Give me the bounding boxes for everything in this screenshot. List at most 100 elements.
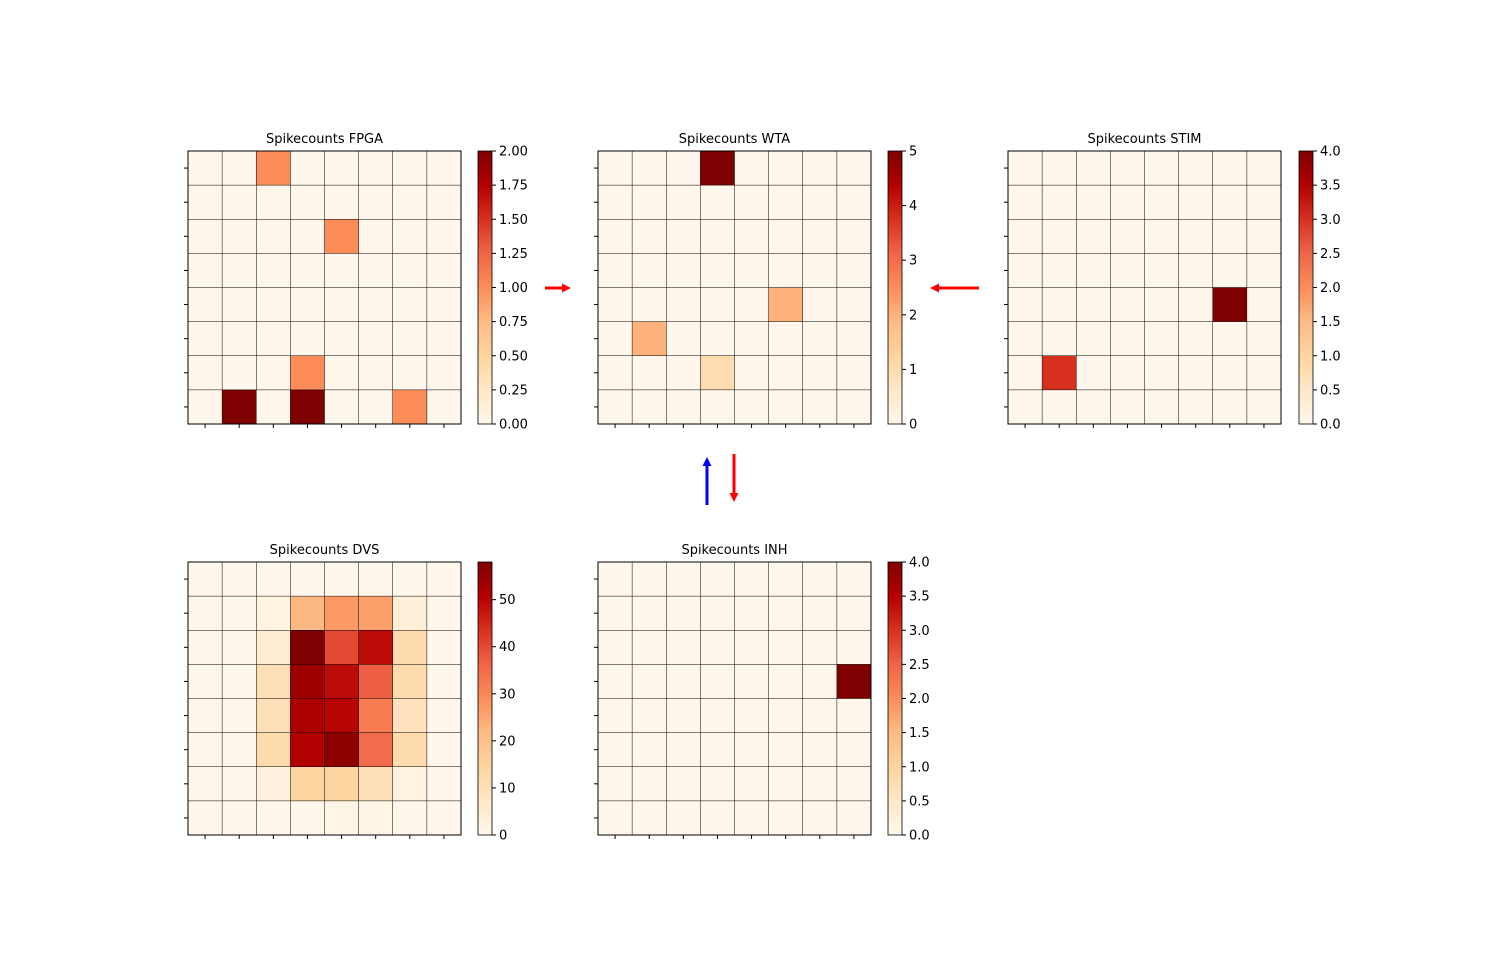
heatmap-cell	[632, 630, 667, 665]
heatmap-cell	[1076, 253, 1111, 288]
heatmap-cell	[256, 389, 291, 425]
colorbar-wta: 0 1 2 3 4 5	[887, 145, 917, 433]
heatmap-cell	[666, 219, 701, 254]
heatmap-cell	[836, 698, 872, 733]
heatmap-cell	[1008, 185, 1043, 220]
heatmap-cell	[358, 151, 394, 186]
heatmap-cell	[1144, 253, 1179, 288]
heatmap-cell	[1144, 219, 1179, 254]
heatmap-cells-dvs	[188, 562, 462, 836]
heatmap-cell	[222, 287, 257, 322]
colorbar-tick-label: 4	[909, 199, 917, 214]
heatmap-cell	[188, 664, 223, 699]
colorbar-stim: 0.0 0.5 1.0 1.5 2.0 2.5 3.0 3.5 4.0	[1298, 145, 1341, 433]
heatmap-cell	[802, 389, 838, 425]
axes-frame-wta	[597, 150, 872, 425]
heatmap-cell	[768, 389, 804, 425]
heatmap-cell	[426, 630, 462, 665]
heatmap-cell	[700, 321, 735, 357]
heatmap-cell	[768, 219, 804, 254]
heatmap-cell	[324, 355, 359, 391]
heatmap-cell	[188, 596, 223, 631]
arrow-wta-to-inh	[729, 454, 739, 502]
heatmap-cell	[802, 219, 838, 254]
heatmap-cell	[836, 664, 872, 699]
heatmap-cell	[768, 732, 804, 768]
heatmap-cell	[256, 562, 291, 597]
heatmap-cell	[426, 355, 462, 391]
heatmap-cell	[358, 355, 394, 391]
colorbar-tick-label: 1.5	[909, 726, 930, 741]
heatmap-cell	[188, 562, 223, 597]
heatmap-cell	[392, 355, 428, 391]
colorbar-tick-label: 1.0	[1320, 349, 1341, 364]
heatmap-cell	[598, 562, 633, 597]
heatmap-cell	[734, 151, 769, 186]
colorbar-tick-label: 2.5	[1320, 247, 1341, 262]
axis-ticks-fpga	[184, 167, 445, 428]
heatmap-cell	[256, 732, 291, 768]
heatmap-cell	[836, 732, 872, 768]
heatmap-cell	[256, 630, 291, 665]
heatmap-cell	[734, 732, 769, 768]
colorbar-tick-label: 3.5	[909, 590, 930, 605]
heatmap-cell	[768, 630, 804, 665]
heatmap-cell	[1042, 321, 1077, 357]
heatmap-cell	[1008, 321, 1043, 357]
heatmap-cell	[666, 766, 701, 802]
heatmap-cell	[290, 151, 325, 186]
heatmap-cell	[324, 185, 359, 220]
heatmap-cell	[1076, 389, 1111, 425]
heatmap-cell	[598, 698, 633, 733]
arrow-fpga-to-wta	[545, 283, 571, 293]
heatmap-cell	[1042, 151, 1077, 186]
heatmap-cell	[1212, 287, 1248, 322]
heatmap-cell	[222, 698, 257, 733]
heatmap-cell	[1110, 389, 1145, 425]
heatmap-cells-fpga	[188, 151, 462, 425]
heatmap-cell	[188, 766, 223, 802]
heatmap-cell	[1212, 151, 1248, 186]
heatmap-cell	[632, 664, 667, 699]
grid-lines-dvs	[188, 562, 461, 835]
colorbar-gradient	[887, 150, 903, 425]
heatmap-cell	[1042, 389, 1077, 425]
heatmap-cell	[290, 766, 325, 802]
colorbar-tick-label: 30	[499, 687, 516, 702]
colorbar-tick-label: 4.0	[1320, 145, 1341, 160]
heatmap-cell	[188, 287, 223, 322]
heatmap-cell	[1246, 185, 1282, 220]
heatmap-cell	[734, 355, 769, 391]
heatmap-cell	[1042, 287, 1077, 322]
heatmap-cell	[256, 151, 291, 186]
heatmap-cell	[598, 253, 633, 288]
heatmap-cell	[358, 698, 394, 733]
heatmap-cell	[632, 389, 667, 425]
heatmap-cell	[1042, 185, 1077, 220]
heatmap-cell	[188, 698, 223, 733]
heatmap-cell	[324, 800, 359, 836]
heatmap-cell	[632, 185, 667, 220]
heatmap-cell	[324, 698, 359, 733]
heatmap-cell	[1212, 355, 1248, 391]
heatmap-cell	[426, 698, 462, 733]
heatmap-cell	[700, 800, 735, 836]
heatmap-cell	[256, 355, 291, 391]
heatmap-cell	[188, 630, 223, 665]
colorbar-gradient	[887, 561, 903, 836]
heatmap-cell	[768, 664, 804, 699]
colorbar-inh: 0.0 0.5 1.0 1.5 2.0 2.5 3.0 3.5 4.0	[887, 556, 930, 844]
heatmap-cell	[598, 389, 633, 425]
colorbar-gradient	[477, 561, 493, 836]
heatmap-cell	[802, 698, 838, 733]
colorbar-tick-label: 3.5	[1320, 179, 1341, 194]
heatmap-cell	[836, 800, 872, 836]
heatmap-cell	[426, 562, 462, 597]
heatmap-cell	[358, 253, 394, 288]
heatmap-cell	[1178, 389, 1214, 425]
heatmap-cell	[598, 766, 633, 802]
panel-title-inh: Spikecounts INH	[681, 543, 787, 558]
heatmap-cell	[392, 698, 428, 733]
heatmap-cell	[1246, 355, 1282, 391]
